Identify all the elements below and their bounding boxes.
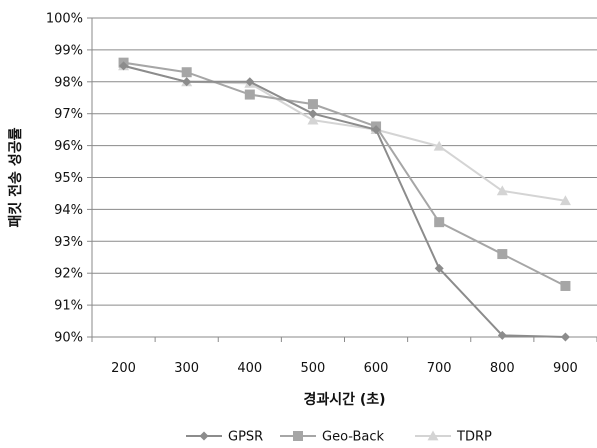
legend-label: TDRP [456,430,492,445]
series-line-gpsr [123,64,566,338]
data-point [119,61,129,71]
x-tick-label: 900 [553,361,578,376]
y-tick-label: 90% [54,331,83,346]
x-tick-label: 300 [174,361,199,376]
legend-marker-icon [427,430,439,441]
data-point [497,330,507,340]
data-point [559,195,571,206]
y-tick-label: 99% [54,43,83,58]
data-point [497,249,508,260]
y-tick-label: 91% [54,299,83,314]
data-point [371,125,381,135]
y-axis-title: 패킷 전송 성공률 [7,127,24,227]
y-tick-label: 100% [46,12,83,27]
series-line-geo-back [123,61,566,287]
data-point [560,332,570,342]
data-point [560,280,571,291]
data-point [181,67,192,78]
legend-marker-icon [199,431,209,441]
x-tick-label: 400 [237,361,262,376]
data-point [244,89,255,100]
x-tick-label: 200 [111,361,136,376]
legend-marker-icon [293,431,303,441]
x-axis-title: 경과시간 (초) [303,391,385,408]
y-tick-label: 92% [54,267,83,282]
y-tick-label: 97% [54,107,83,122]
data-point [433,140,445,151]
data-point [308,109,318,119]
data-point [434,263,444,273]
data-point [496,185,508,196]
data-point [182,77,192,87]
y-tick-label: 95% [54,171,83,186]
x-tick-label: 600 [364,361,389,376]
data-point [307,99,318,110]
data-point [245,77,255,87]
data-point [307,114,319,125]
x-tick-label: 500 [301,361,326,376]
y-tick-label: 98% [54,75,83,90]
y-tick-label: 94% [54,203,83,218]
legend-label: Geo-Back [322,430,385,445]
y-tick-label: 93% [54,235,83,250]
x-tick-label: 700 [427,361,452,376]
legend-label: GPSR [228,430,263,445]
x-tick-label: 800 [490,361,515,376]
y-tick-label: 96% [54,139,83,154]
data-point [434,217,445,228]
